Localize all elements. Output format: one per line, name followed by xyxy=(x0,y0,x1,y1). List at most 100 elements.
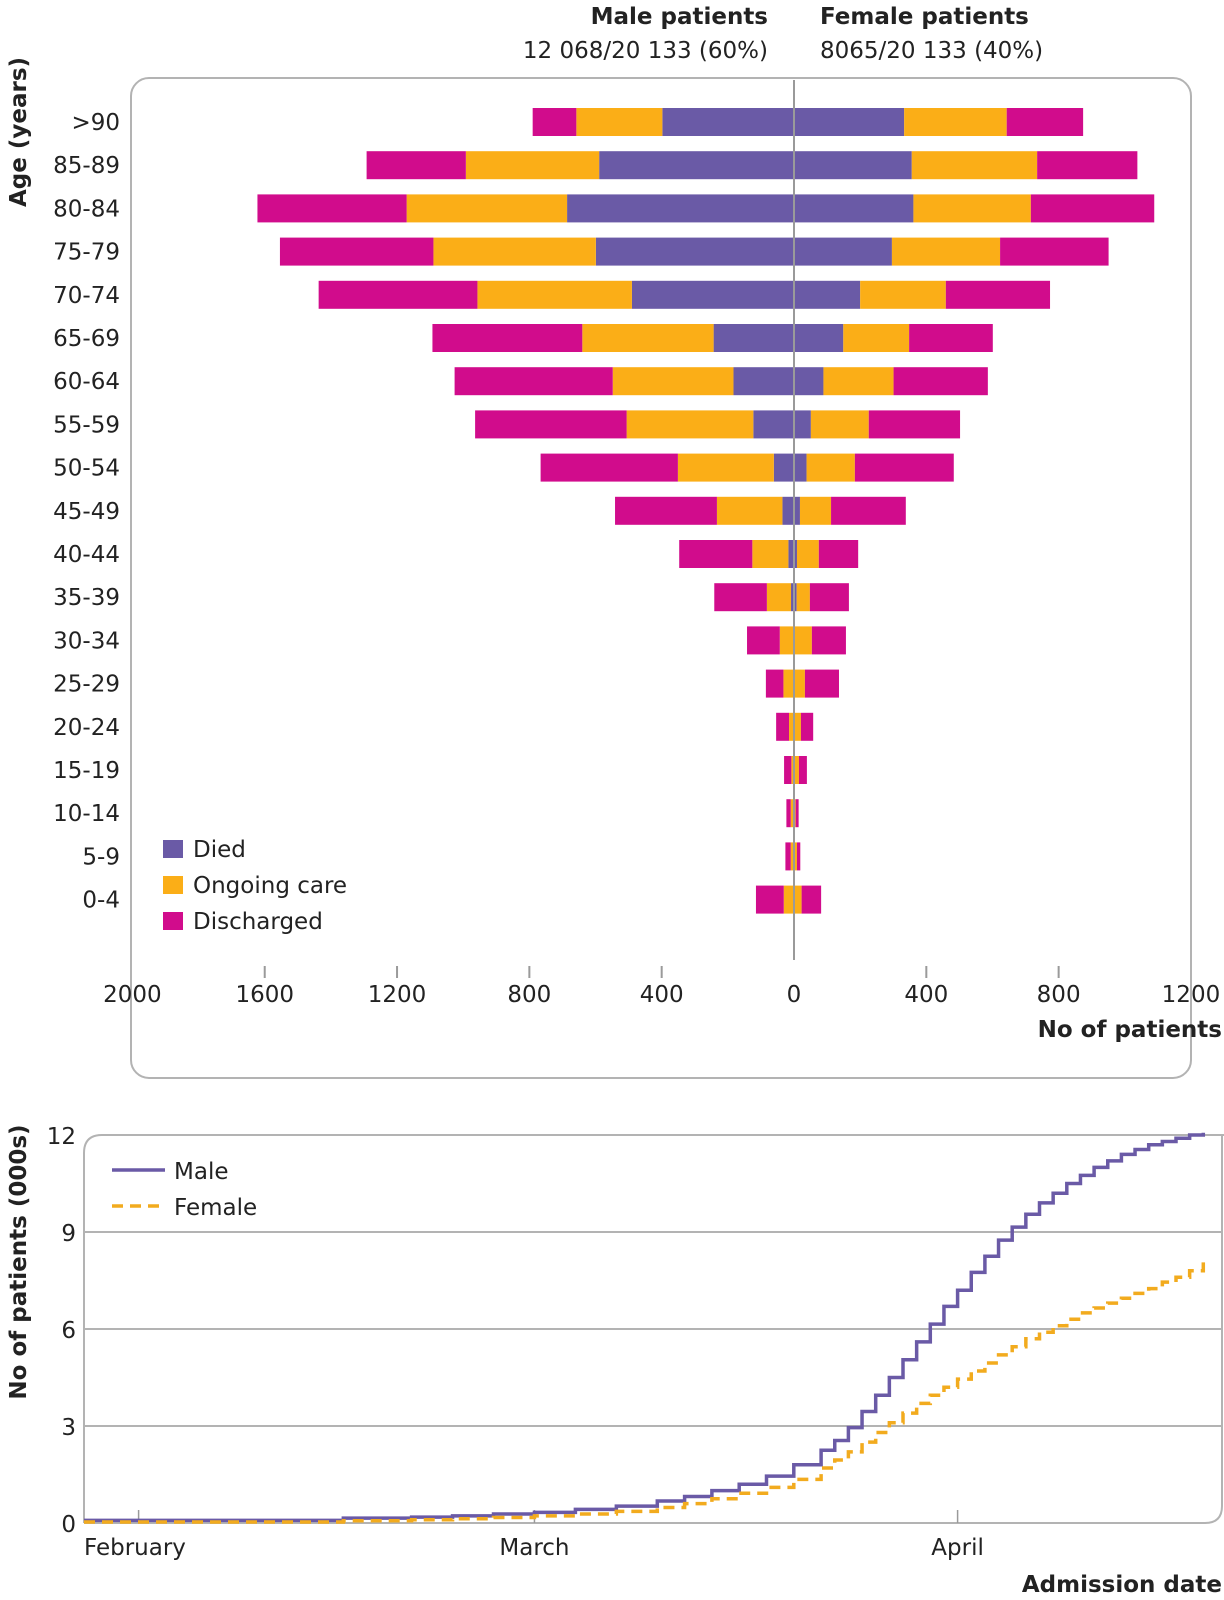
bar-male-died xyxy=(753,410,794,439)
bar-male-ongoing-care xyxy=(766,583,792,612)
bar-male-ongoing-care xyxy=(477,280,632,309)
bar-female-died xyxy=(794,410,811,439)
bar-female-discharged xyxy=(796,842,801,871)
bar-female-died xyxy=(794,324,844,352)
bar-male-discharged xyxy=(784,756,792,784)
bar-male-ongoing-care xyxy=(582,324,714,352)
bar-male-ongoing-care xyxy=(465,151,600,180)
y-tick-label: 75-79 xyxy=(53,240,120,266)
legend-swatch-died xyxy=(163,840,183,858)
y-tick-label: 60-64 xyxy=(53,369,120,395)
y-tick-label: 85-89 xyxy=(53,153,120,179)
bar-male-discharged xyxy=(785,842,791,871)
bars xyxy=(257,108,1155,914)
bar-female-died xyxy=(794,496,800,525)
legend-label-died: Died xyxy=(193,837,246,863)
bar-male-died xyxy=(599,151,794,180)
x-tick-label: 1600 xyxy=(235,982,294,1008)
bar-male-ongoing-care xyxy=(626,410,754,439)
female-header-subtitle: 8065/20 133 (40%) xyxy=(820,38,1043,64)
bar-male-died xyxy=(773,453,794,482)
line-plot-frame-bottom xyxy=(84,1135,1223,1524)
legend-swatch-discharged xyxy=(163,912,183,930)
x-tick-label: April xyxy=(931,1535,984,1561)
y-tick-label: 45-49 xyxy=(53,499,120,525)
legend-label-male: Male xyxy=(174,1159,228,1185)
y-tick-label: 10-14 xyxy=(53,801,120,827)
bar-male-ongoing-care xyxy=(783,885,794,914)
bar-female-discharged xyxy=(831,496,906,525)
y-tick-label: 70-74 xyxy=(53,283,120,309)
bar-female-discharged xyxy=(801,885,822,914)
y-tick-label: 12 xyxy=(47,1124,76,1150)
bar-female-ongoing-care xyxy=(794,669,805,698)
bar-female-ongoing-care xyxy=(843,324,910,352)
legend: Died Ongoing care Discharged xyxy=(163,837,347,935)
bar-female-discharged xyxy=(1037,151,1138,180)
bar-female-ongoing-care xyxy=(823,367,894,396)
bar-female-ongoing-care xyxy=(860,280,946,309)
bar-female-died xyxy=(794,151,912,180)
bar-male-died xyxy=(733,367,794,396)
bar-male-died xyxy=(791,583,794,612)
bar-male-died xyxy=(595,237,794,266)
y-tick-label: 30-34 xyxy=(53,628,120,654)
y-tick-label: 25-29 xyxy=(53,672,120,698)
y-tick-label: 35-39 xyxy=(53,585,120,611)
bar-female-died xyxy=(794,453,807,482)
x-tick-label: 1200 xyxy=(1162,982,1221,1008)
bar-male-discharged xyxy=(279,237,434,266)
y-tick-labels: >90 85-89 80-84 75-79 70-74 65-69 60-64 55-59 50… xyxy=(53,110,120,914)
y-tick-label: 0 xyxy=(61,1512,76,1538)
legend-swatch-ongoing xyxy=(163,876,183,894)
y-tick-label: 55-59 xyxy=(53,412,120,438)
legend-label-discharged: Discharged xyxy=(193,909,323,935)
pyramid-plot-frame xyxy=(130,77,1192,1079)
y-tick-label: 6 xyxy=(61,1318,76,1344)
bar-female-ongoing-care xyxy=(913,194,1031,223)
bar-male-died xyxy=(631,280,794,309)
bar-male-discharged xyxy=(679,540,753,568)
legend-label-ongoing: Ongoing care xyxy=(193,873,347,899)
bar-male-discharged xyxy=(366,151,466,180)
bar-female-died xyxy=(794,108,905,136)
x-tick-label: 0 xyxy=(787,982,802,1008)
bar-male-discharged xyxy=(540,453,678,482)
bar-female-ongoing-care xyxy=(891,237,1001,266)
bar-female-ongoing-care xyxy=(806,453,855,482)
bar-male-ongoing-care xyxy=(790,842,794,871)
y-tick-label: 15-19 xyxy=(53,758,120,784)
bar-female-ongoing-care xyxy=(799,496,832,525)
bar-male-discharged xyxy=(714,583,767,612)
bar-female-discharged xyxy=(893,367,988,396)
y-tick-labels: 0 3 6 9 12 xyxy=(47,1124,76,1538)
bar-female-died xyxy=(794,540,797,568)
y-tick-label: 9 xyxy=(61,1221,76,1247)
bar-male-discharged xyxy=(532,108,577,136)
bar-male-discharged xyxy=(615,496,717,525)
x-tick-label: March xyxy=(499,1535,569,1561)
y-tick-label: 50-54 xyxy=(53,456,120,482)
cumulative-line-chart: 0 3 6 9 12 February March April No of patients… xyxy=(6,1124,1224,1598)
bar-female-died xyxy=(794,280,861,309)
y-tick-label: >90 xyxy=(71,110,120,136)
bar-female-ongoing-care xyxy=(904,108,1007,136)
y-tick-label: 40-44 xyxy=(53,542,120,568)
bar-male-discharged xyxy=(475,410,627,439)
bar-female-discharged xyxy=(818,540,859,568)
line-plot-frame xyxy=(83,1134,1224,1523)
y-tick-label: 3 xyxy=(61,1415,76,1441)
series-line-male xyxy=(84,1132,1206,1523)
line-y-axis-label: No of patients (000s) xyxy=(6,1124,32,1399)
bar-female-ongoing-care xyxy=(810,410,869,439)
bar-male-ongoing-care xyxy=(612,367,734,396)
bar-female-discharged xyxy=(798,756,807,784)
bar-male-died xyxy=(713,324,794,352)
bar-female-discharged xyxy=(909,324,993,352)
series xyxy=(84,1132,1206,1524)
bar-female-discharged xyxy=(854,453,954,482)
bar-male-ongoing-care xyxy=(752,540,789,568)
bar-male-ongoing-care xyxy=(783,669,794,698)
line-legend: Male Female xyxy=(112,1159,257,1221)
x-tick-label: 800 xyxy=(507,982,551,1008)
